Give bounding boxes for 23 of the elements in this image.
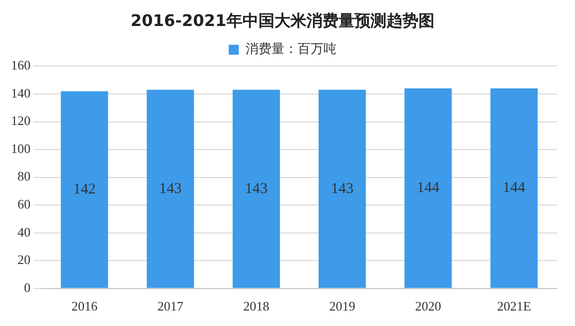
y-tick-label: 80	[18, 168, 30, 184]
x-tick-label: 2017	[157, 298, 184, 314]
data-label: 144	[416, 180, 440, 196]
y-tick-label: 20	[18, 252, 30, 268]
y-tick-label: 60	[18, 196, 30, 212]
y-tick-label: 100	[11, 140, 30, 156]
data-label: 143	[159, 180, 182, 197]
y-tick-label: 0	[24, 280, 30, 295]
y-tick-label: 120	[11, 113, 30, 128]
data-label: 143	[330, 180, 354, 197]
y-tick-label: 140	[11, 85, 30, 100]
data-label: 143	[245, 180, 268, 197]
y-tick-label: 160	[11, 58, 30, 73]
data-label: 142	[73, 181, 96, 198]
x-tick-label: 2020	[415, 298, 442, 314]
x-tick-label: 2019	[329, 298, 356, 314]
legend-label: 消费量：百万吨	[245, 42, 336, 58]
x-tick-label: 2021E	[497, 298, 532, 314]
chart-title: 2016-2021年中国大米消费量预测趋势图	[130, 10, 434, 30]
y-tick-label: 40	[18, 224, 30, 240]
x-tick-label: 2018	[243, 298, 270, 314]
data-label: 144	[502, 180, 526, 196]
x-tick-label: 2016	[71, 298, 98, 314]
